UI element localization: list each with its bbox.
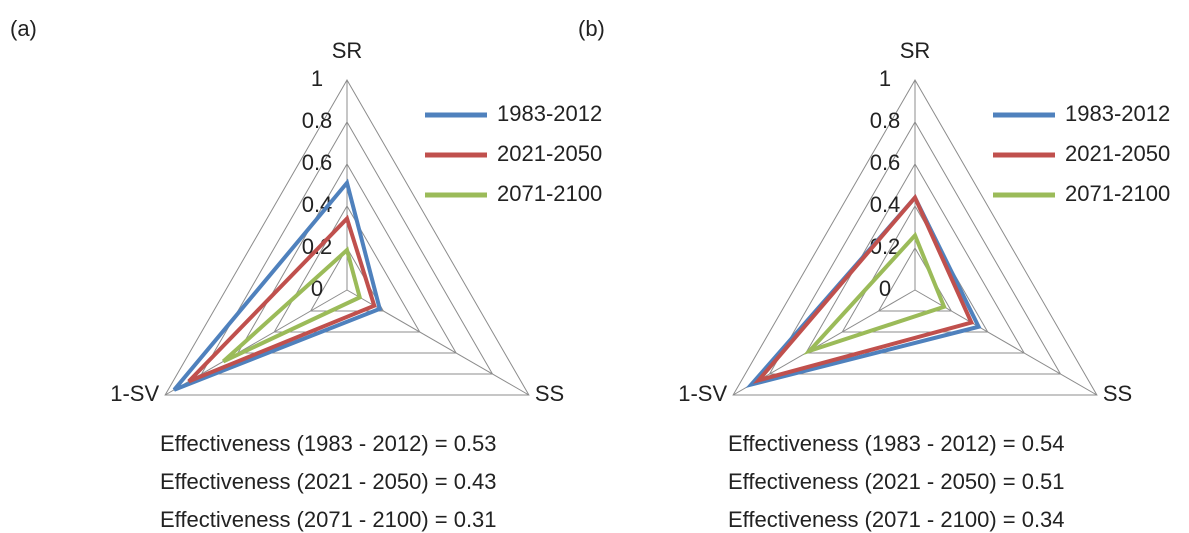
panel-label: (a) xyxy=(10,16,37,41)
legend-label: 2021-2050 xyxy=(497,141,602,166)
axis-label: 1-SV xyxy=(110,381,159,406)
panel-label: (b) xyxy=(578,16,605,41)
series-line xyxy=(172,178,383,392)
legend-label: 2071-2100 xyxy=(497,181,602,206)
tick-label: 0.6 xyxy=(302,150,333,175)
series-line xyxy=(802,231,947,356)
annotation: Effectiveness (2021 - 2050) = 0.43 xyxy=(160,469,497,494)
annotation: Effectiveness (1983 - 2012) = 0.53 xyxy=(160,431,497,456)
tick-label: 1 xyxy=(311,66,323,91)
annotation: Effectiveness (1983 - 2012) = 0.54 xyxy=(728,431,1065,456)
tick-label: 0.6 xyxy=(870,150,901,175)
tick-label: 0.8 xyxy=(870,108,901,133)
grid-line xyxy=(732,79,1098,396)
tick-label: 0.8 xyxy=(302,108,333,133)
legend-label: 2021-2050 xyxy=(1065,141,1170,166)
tick-label: 0 xyxy=(879,276,891,301)
series-line xyxy=(752,193,975,384)
grid-line xyxy=(768,121,1062,375)
axis-label: SR xyxy=(332,38,363,63)
annotation: Effectiveness (2021 - 2050) = 0.51 xyxy=(728,469,1065,494)
legend-label: 2071-2100 xyxy=(1065,181,1170,206)
series-line xyxy=(187,214,377,384)
axis-label: SS xyxy=(535,381,564,406)
grid-line xyxy=(164,79,530,396)
grid-line xyxy=(200,121,494,375)
tick-label: 1 xyxy=(879,66,891,91)
series-line xyxy=(221,246,363,364)
grid-line xyxy=(273,204,421,333)
axis-label: SR xyxy=(900,38,931,63)
legend-label: 1983-2012 xyxy=(1065,101,1170,126)
tick-label: 0.4 xyxy=(870,192,901,217)
grid-line xyxy=(237,163,457,354)
annotation: Effectiveness (2071 - 2100) = 0.34 xyxy=(728,507,1065,532)
legend-label: 1983-2012 xyxy=(497,101,602,126)
axis-label: SS xyxy=(1103,381,1132,406)
annotation: Effectiveness (2071 - 2100) = 0.31 xyxy=(160,507,497,532)
axis-label: 1-SV xyxy=(678,381,727,406)
